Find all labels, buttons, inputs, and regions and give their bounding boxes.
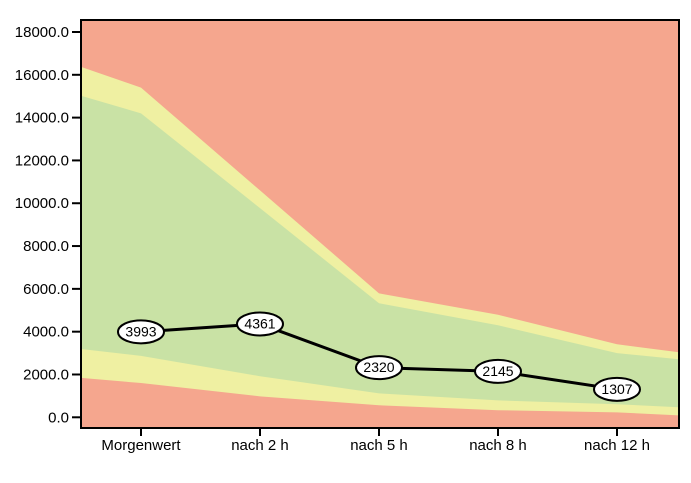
data-point-bubble[interactable] — [355, 355, 403, 381]
y-axis-tick-label: 14000.0 — [15, 110, 69, 127]
data-point-value-label: 2320 — [363, 359, 394, 375]
x-axis-category-label: nach 12 h — [584, 437, 650, 454]
y-axis: 18000.0 16000.0 14000.0 12000.0 10000.0 8000.… — [15, 24, 80, 426]
y-axis-tick-label: 2000.0 — [23, 366, 69, 383]
data-point-value-label: 3993 — [125, 323, 156, 339]
y-axis-tick-label: 12000.0 — [15, 152, 69, 169]
y-axis-tick-label: 0.0 — [48, 409, 69, 426]
x-axis-category-label: nach 2 h — [231, 437, 289, 454]
plot-border — [80, 19, 680, 429]
y-axis-tick-label: 16000.0 — [15, 67, 69, 84]
x-axis-category-label: nach 8 h — [469, 437, 527, 454]
data-point-marker[interactable]: 4361 — [236, 311, 284, 337]
y-axis-tick-label: 8000.0 — [23, 238, 69, 255]
data-point-bubble[interactable] — [236, 311, 284, 337]
y-axis-tick-label: 6000.0 — [23, 281, 69, 298]
data-point-value-label: 2145 — [482, 363, 513, 379]
data-point-value-label: 1307 — [601, 381, 632, 397]
y-axis-tick-label: 10000.0 — [15, 195, 69, 212]
data-point-marker[interactable]: 2145 — [474, 358, 522, 384]
data-point-marker[interactable]: 3993 — [117, 319, 165, 345]
x-axis-category-label: nach 5 h — [350, 437, 408, 454]
x-axis-category-label: Morgenwert — [101, 437, 181, 454]
data-point-bubble[interactable] — [474, 358, 522, 384]
y-axis-tick-label: 18000.0 — [15, 24, 69, 41]
band-normal-green — [81, 95, 679, 408]
data-point-bubble[interactable] — [593, 376, 641, 402]
data-point-marker[interactable]: 1307 — [593, 376, 641, 402]
data-point-bubble[interactable] — [117, 319, 165, 345]
data-point-marker[interactable]: 2320 — [355, 355, 403, 381]
x-axis: Morgenwert nach 2 h nach 5 h nach 8 h nach 1… — [101, 429, 650, 454]
y-axis-tick-label: 4000.0 — [23, 324, 69, 341]
plot-area: 3993 4361 2320 2145 1307 — [81, 20, 679, 428]
data-point-value-label: 4361 — [244, 315, 275, 331]
